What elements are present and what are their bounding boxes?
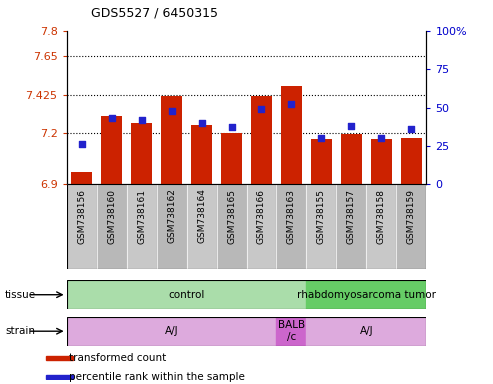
Bar xyxy=(396,184,426,269)
Bar xyxy=(161,96,182,184)
Bar xyxy=(127,184,157,269)
Bar xyxy=(341,134,362,184)
Text: GDS5527 / 6450315: GDS5527 / 6450315 xyxy=(91,6,218,19)
Bar xyxy=(366,184,396,269)
Text: strain: strain xyxy=(5,326,35,336)
Bar xyxy=(186,184,216,269)
Text: GSM738165: GSM738165 xyxy=(227,189,236,243)
Text: GSM738159: GSM738159 xyxy=(407,189,416,243)
Text: BALB
/c: BALB /c xyxy=(278,320,305,342)
Text: transformed count: transformed count xyxy=(69,353,166,363)
Text: GSM738158: GSM738158 xyxy=(377,189,386,243)
Point xyxy=(107,115,115,121)
Text: A/J: A/J xyxy=(165,326,178,336)
Bar xyxy=(221,133,242,184)
Text: GSM738166: GSM738166 xyxy=(257,189,266,243)
Bar xyxy=(371,139,392,184)
Bar xyxy=(67,317,277,346)
Bar xyxy=(216,184,246,269)
Point xyxy=(378,135,386,141)
Point xyxy=(228,124,236,131)
Text: GSM738164: GSM738164 xyxy=(197,189,206,243)
Text: GSM738163: GSM738163 xyxy=(287,189,296,243)
Bar xyxy=(97,184,127,269)
Text: control: control xyxy=(168,290,205,300)
Bar xyxy=(401,138,422,184)
Text: GSM738162: GSM738162 xyxy=(167,189,176,243)
Bar xyxy=(101,116,122,184)
Point xyxy=(408,126,416,132)
Text: GSM738161: GSM738161 xyxy=(137,189,146,243)
Point xyxy=(138,117,145,123)
Point xyxy=(348,123,355,129)
Bar xyxy=(131,123,152,184)
Bar xyxy=(311,139,332,184)
Text: GSM738155: GSM738155 xyxy=(317,189,326,243)
Text: GSM738157: GSM738157 xyxy=(347,189,356,243)
Bar xyxy=(67,280,307,309)
Text: GSM738156: GSM738156 xyxy=(77,189,86,243)
Bar xyxy=(281,86,302,184)
Bar xyxy=(246,184,277,269)
Point xyxy=(198,120,206,126)
Bar xyxy=(277,184,307,269)
Text: GSM738160: GSM738160 xyxy=(107,189,116,243)
Bar xyxy=(336,184,366,269)
Bar xyxy=(307,317,426,346)
Bar xyxy=(67,184,97,269)
Point xyxy=(77,141,85,147)
Bar xyxy=(46,375,73,379)
Point xyxy=(317,135,325,141)
Bar xyxy=(307,184,336,269)
Bar xyxy=(251,96,272,184)
Point xyxy=(257,106,265,112)
Text: percentile rank within the sample: percentile rank within the sample xyxy=(69,372,245,382)
Bar xyxy=(71,172,92,184)
Text: rhabdomyosarcoma tumor: rhabdomyosarcoma tumor xyxy=(297,290,436,300)
Text: tissue: tissue xyxy=(5,290,36,300)
Bar xyxy=(307,280,426,309)
Text: A/J: A/J xyxy=(360,326,373,336)
Bar xyxy=(191,124,212,184)
Bar xyxy=(277,317,307,346)
Point xyxy=(287,101,295,108)
Bar xyxy=(46,356,73,360)
Bar xyxy=(157,184,186,269)
Point xyxy=(168,108,176,114)
